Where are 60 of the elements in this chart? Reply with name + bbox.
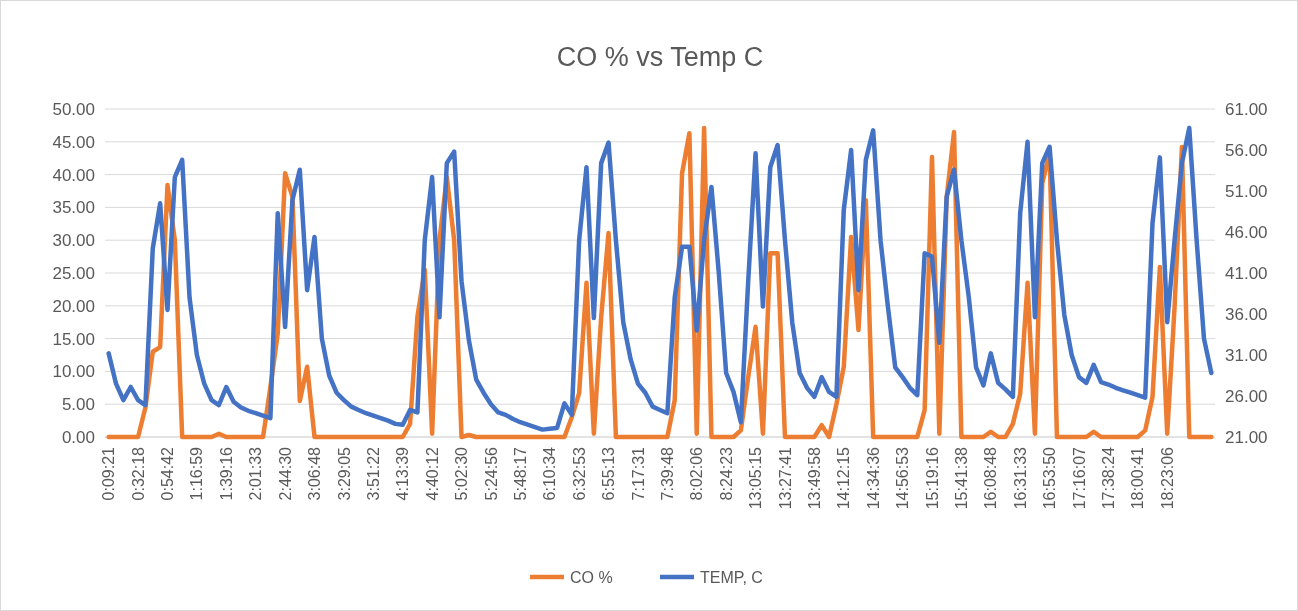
y2-tick-label: 36.00 (1225, 304, 1268, 324)
y2-tick-label: 56.00 (1225, 140, 1268, 160)
y-tick-label: 40.00 (52, 165, 95, 185)
legend-label: CO % (570, 568, 613, 586)
x-tick-label: 16:08:48 (982, 446, 1000, 510)
x-tick-label: 13:49:58 (805, 446, 823, 510)
x-tick-label: 3:29:05 (335, 446, 353, 501)
x-tick-label: 6:32:53 (570, 446, 588, 501)
y-tick-label: 10.00 (52, 362, 95, 382)
x-tick-label: 16:31:33 (1011, 446, 1029, 510)
x-tick-label: 17:16:07 (1070, 446, 1088, 510)
y2-tick-label: 21.00 (1225, 427, 1268, 447)
x-tick-label: 14:12:15 (835, 446, 853, 510)
x-tick-label: 1:16:59 (188, 446, 206, 501)
x-tick-label: 5:24:56 (482, 446, 500, 501)
x-tick-label: 1:39:16 (217, 446, 235, 501)
x-tick-label: 5:02:30 (453, 446, 471, 501)
x-tick-label: 15:19:16 (923, 446, 941, 510)
y2-tick-label: 46.00 (1225, 222, 1268, 242)
x-tick-label: 4:40:12 (423, 446, 441, 501)
y2-tick-label: 61.00 (1225, 99, 1268, 119)
legend-label: TEMP, C (700, 568, 763, 586)
x-tick-label: 5:48:17 (511, 446, 529, 501)
x-tick-label: 13:05:15 (747, 446, 765, 510)
x-tick-label: 0:54:42 (159, 446, 177, 501)
x-tick-label: 18:23:06 (1158, 446, 1176, 510)
x-tick-label: 13:27:41 (776, 446, 794, 510)
y-tick-label: 35.00 (52, 198, 95, 218)
y2-tick-label: 51.00 (1225, 181, 1268, 201)
x-tick-label: 7:39:48 (658, 446, 676, 501)
y-tick-label: 20.00 (52, 296, 95, 316)
x-tick-label: 6:55:13 (600, 446, 618, 501)
x-tick-label: 2:44:30 (276, 446, 294, 501)
x-tick-label: 4:13:39 (394, 446, 412, 501)
x-tick-label: 7:17:31 (629, 446, 647, 501)
x-tick-label: 16:53:50 (1041, 446, 1059, 510)
y-tick-label: 0.00 (61, 427, 95, 447)
x-tick-label: 8:24:23 (717, 446, 735, 501)
x-tick-label: 3:06:48 (306, 446, 324, 501)
y2-tick-label: 41.00 (1225, 263, 1268, 283)
x-tick-label: 3:51:22 (364, 446, 382, 501)
y2-tick-label: 26.00 (1225, 386, 1268, 406)
x-tick-label: 0:32:18 (129, 446, 147, 501)
y2-tick-label: 31.00 (1225, 345, 1268, 365)
y-tick-label: 15.00 (52, 329, 95, 349)
x-tick-label: 14:34:36 (864, 446, 882, 510)
x-tick-label: 15:41:38 (952, 446, 970, 510)
x-tick-label: 0:09:21 (100, 446, 118, 501)
x-tick-label: 18:00:41 (1129, 446, 1147, 510)
x-tick-label: 6:10:34 (541, 446, 559, 501)
x-tick-label: 2:01:33 (247, 446, 265, 501)
y-tick-label: 30.00 (52, 231, 95, 251)
chart-title: CO % vs Temp C (556, 42, 764, 72)
y-tick-label: 50.00 (52, 99, 95, 119)
y-tick-label: 25.00 (52, 263, 95, 283)
x-tick-label: 8:02:06 (688, 446, 706, 501)
x-tick-label: 14:56:53 (894, 446, 912, 510)
x-tick-label: 17:38:24 (1100, 446, 1118, 510)
y-tick-label: 5.00 (61, 395, 95, 415)
y-tick-label: 45.00 (52, 132, 95, 152)
